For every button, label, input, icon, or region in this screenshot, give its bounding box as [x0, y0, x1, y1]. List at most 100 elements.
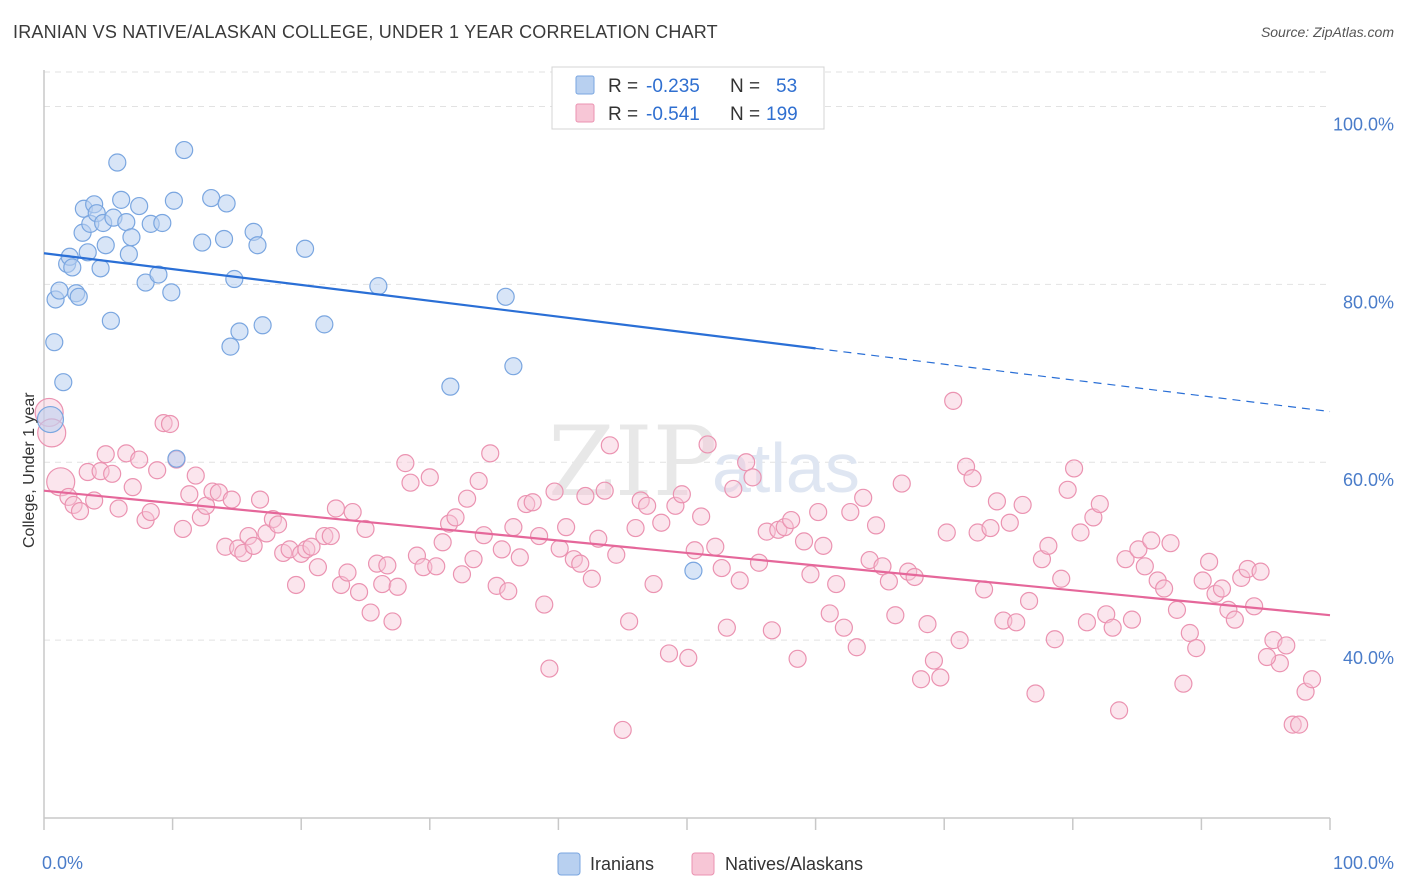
x-tick-label-0: 0.0% [42, 853, 83, 873]
legend-n-value-natives: 199 [766, 104, 798, 125]
iranian-point-40 [225, 269, 244, 289]
native-point-11 [109, 499, 128, 518]
native-point-49 [338, 563, 357, 582]
native-point-124 [801, 565, 820, 584]
native-point-107 [692, 507, 711, 526]
native-point-58 [388, 577, 407, 596]
native-point-127 [820, 604, 839, 623]
natives-points [34, 391, 1322, 740]
native-point-67 [446, 508, 465, 527]
native-point-137 [886, 606, 905, 625]
native-point-156 [1007, 613, 1026, 632]
native-point-72 [474, 526, 493, 545]
iranians-trendline [43, 252, 816, 350]
native-point-147 [950, 631, 969, 650]
native-point-166 [1071, 523, 1090, 542]
iranian-point-41 [230, 322, 249, 341]
native-point-47 [326, 499, 346, 518]
native-point-16 [141, 502, 160, 522]
native-point-60 [401, 473, 420, 492]
native-point-180 [1161, 534, 1180, 553]
native-point-167 [1077, 613, 1097, 632]
iranian-point-22 [112, 190, 131, 209]
native-point-129 [834, 618, 853, 637]
native-point-70 [464, 550, 483, 569]
native-point-99 [638, 496, 657, 515]
iranian-point-31 [162, 283, 181, 302]
native-point-176 [1135, 557, 1154, 576]
x-tick-label-1: 100.0% [1333, 853, 1394, 873]
iranian-point-25 [122, 228, 141, 247]
native-point-114 [737, 453, 756, 472]
iranian-point-38 [217, 194, 236, 213]
iranian-point-3 [50, 281, 69, 300]
native-point-106 [685, 541, 704, 560]
iranian-point-45 [295, 239, 315, 258]
y-tick-label-1: 60.0% [1343, 470, 1394, 490]
legend-n-value-iranians: 53 [776, 76, 797, 97]
native-point-26 [203, 482, 222, 501]
native-point-104 [672, 485, 691, 504]
iranians-points [36, 97, 752, 580]
y-tick-label-3: 100.0% [1333, 114, 1394, 134]
native-point-53 [361, 603, 380, 622]
iranian-point-48 [441, 377, 460, 396]
native-point-46 [321, 526, 340, 546]
native-point-136 [879, 572, 899, 591]
native-point-159 [1026, 684, 1045, 703]
native-point-19 [160, 414, 180, 434]
native-point-140 [905, 567, 924, 587]
native-point-175 [1129, 540, 1148, 559]
native-point-121 [782, 510, 801, 530]
iranian-point-44 [253, 316, 272, 335]
native-point-13 [123, 478, 142, 497]
iranian-point-30 [153, 213, 172, 233]
native-point-165 [1064, 459, 1084, 478]
iranian-point-12 [78, 243, 97, 262]
legend-swatch-iranians [575, 75, 595, 95]
native-point-76 [499, 582, 518, 601]
native-point-146 [944, 391, 963, 410]
iranian-point-29 [149, 265, 168, 284]
native-point-44 [308, 558, 328, 577]
native-point-109 [706, 537, 725, 556]
native-point-42 [297, 540, 316, 559]
native-point-64 [427, 557, 446, 576]
native-point-117 [757, 522, 776, 541]
native-point-182 [1174, 674, 1193, 693]
native-point-102 [659, 644, 679, 663]
native-point-179 [1155, 579, 1174, 598]
iranian-point-19 [101, 311, 120, 330]
native-point-50 [343, 502, 362, 522]
y-tick-label-0: 40.0% [1343, 648, 1394, 668]
native-point-164 [1058, 480, 1077, 499]
native-point-77 [504, 518, 523, 537]
native-point-8 [91, 462, 110, 481]
native-point-188 [1212, 579, 1232, 598]
native-point-132 [854, 488, 873, 507]
native-point-17 [148, 461, 167, 480]
native-point-82 [535, 595, 554, 614]
native-point-52 [356, 519, 375, 539]
native-point-100 [644, 574, 663, 594]
native-point-138 [892, 474, 911, 493]
native-point-111 [717, 618, 736, 637]
native-point-55 [373, 574, 392, 594]
native-point-33 [244, 536, 263, 555]
native-point-125 [809, 502, 828, 522]
native-point-201 [1302, 670, 1322, 689]
y-tick-label-2: 80.0% [1343, 292, 1394, 312]
native-point-120 [775, 518, 794, 537]
native-point-18 [154, 414, 173, 433]
native-point-101 [652, 513, 671, 532]
trendlines [43, 252, 1331, 617]
chart-title: IRANIAN VS NATIVE/ALASKAN COLLEGE, UNDER… [13, 22, 718, 42]
iranian-point-0 [36, 405, 65, 434]
iranian-point-32 [164, 191, 183, 210]
native-point-171 [1103, 618, 1122, 637]
native-point-198 [1283, 715, 1302, 734]
native-point-131 [847, 638, 866, 657]
legend-r-label-iranians: R = [608, 76, 638, 97]
natives-trendline [43, 489, 1331, 617]
native-point-190 [1225, 610, 1244, 629]
